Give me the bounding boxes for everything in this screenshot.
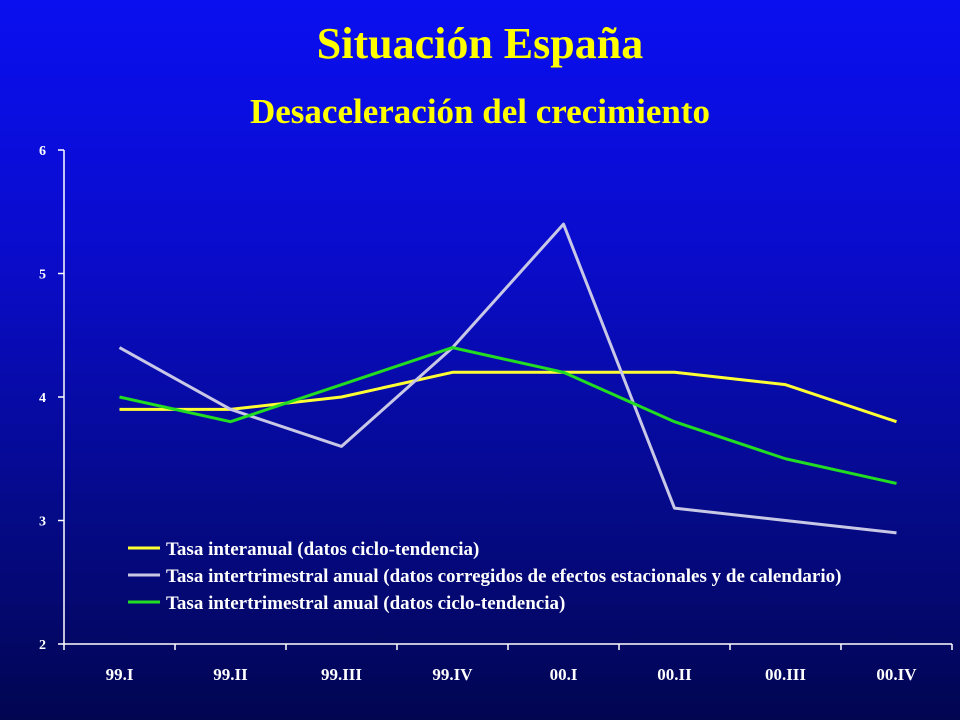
page-title: Situación España: [316, 19, 644, 68]
chart-series: [118, 222, 897, 535]
y-tick-label: 2: [39, 638, 46, 653]
x-tick-label: 00.I: [550, 665, 578, 684]
legend-label: Tasa interanual (datos ciclo-tendencia): [166, 539, 479, 560]
x-tick-label: 99.I: [106, 665, 134, 684]
y-tick-label: 3: [39, 515, 46, 530]
y-tick-label: 6: [39, 144, 46, 159]
x-tick-label: 99.III: [321, 665, 362, 684]
page-subtitle: Desaceleración del crecimiento: [249, 92, 710, 131]
x-tick-label: 00.IV: [876, 665, 917, 684]
x-tick-label: 99.II: [213, 665, 248, 684]
series-line-1: [119, 370, 897, 424]
legend-label: Tasa intertrimestral anual (datos correg…: [166, 566, 841, 587]
series-line-3: [119, 346, 897, 485]
chart-legend: Tasa interanual (datos ciclo-tendencia) T…: [128, 539, 841, 614]
x-tick-label: 99.IV: [432, 665, 473, 684]
chart-tick-labels: 2 3 4 5 6 99.I 99.II 99.III 99.IV 00.I 00.II 00.III…: [39, 144, 917, 684]
legend-label: Tasa intertrimestral anual (datos ciclo-…: [166, 593, 565, 614]
y-tick-label: 4: [39, 391, 46, 406]
x-tick-label: 00.II: [657, 665, 692, 684]
series-line-2: [118, 222, 897, 535]
y-tick-label: 5: [39, 268, 46, 283]
x-tick-label: 00.III: [765, 665, 806, 684]
chart-axes: [58, 149, 953, 650]
